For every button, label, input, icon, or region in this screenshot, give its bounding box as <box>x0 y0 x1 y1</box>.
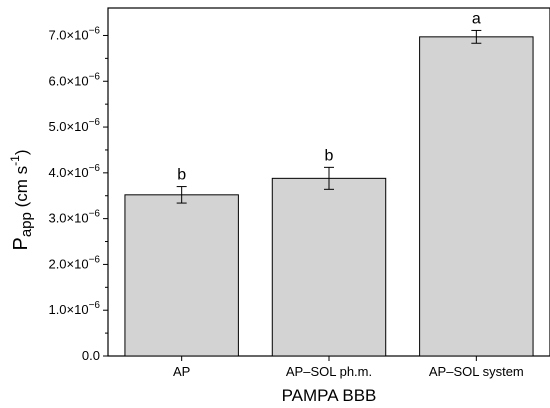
y-tick-label: 0.0 <box>82 348 100 363</box>
x-axis: AP AP–SOL ph.m. AP–SOL system <box>173 356 524 379</box>
bar <box>124 194 239 357</box>
y-axis-title-unit-exponent: -1 <box>8 155 22 166</box>
y-tick-label: 4.0×10−6 <box>48 163 100 180</box>
x-tick-label: AP–SOL system <box>429 364 524 379</box>
significance-label: a <box>472 10 481 27</box>
y-axis-title: Papp (cm s-1) <box>8 150 35 251</box>
error-bars <box>176 29 482 204</box>
y-tick-label: 5.0×10−6 <box>48 117 100 134</box>
y-tick-label: 3.0×10−6 <box>48 209 100 226</box>
x-axis-title: PAMPA BBB <box>282 386 377 405</box>
bar <box>271 177 387 357</box>
y-axis-title-unit: (cm s <box>12 166 31 212</box>
significance-labels: b b a <box>177 10 481 183</box>
y-tick-label: 7.0×10−6 <box>48 25 100 42</box>
y-tick-label: 1.0×10−6 <box>48 300 100 317</box>
significance-label: b <box>177 167 186 184</box>
significance-label: b <box>325 147 334 164</box>
x-tick-label: AP <box>173 364 190 379</box>
y-axis-title-subscript: app <box>18 212 35 237</box>
y-tick-label: 6.0×10−6 <box>48 71 100 88</box>
bars <box>124 36 534 357</box>
y-axis: 0.0 1.0×10−6 2.0×10−6 3.0×10−6 4.0×10−6 5.0×1… <box>48 25 108 363</box>
y-tick-label: 2.0×10−6 <box>48 254 100 271</box>
x-tick-label: AP–SOL ph.m. <box>286 364 372 379</box>
y-axis-title-unit-close: ) <box>12 150 31 156</box>
y-axis-title-base: P <box>10 237 32 250</box>
bar <box>419 36 534 357</box>
